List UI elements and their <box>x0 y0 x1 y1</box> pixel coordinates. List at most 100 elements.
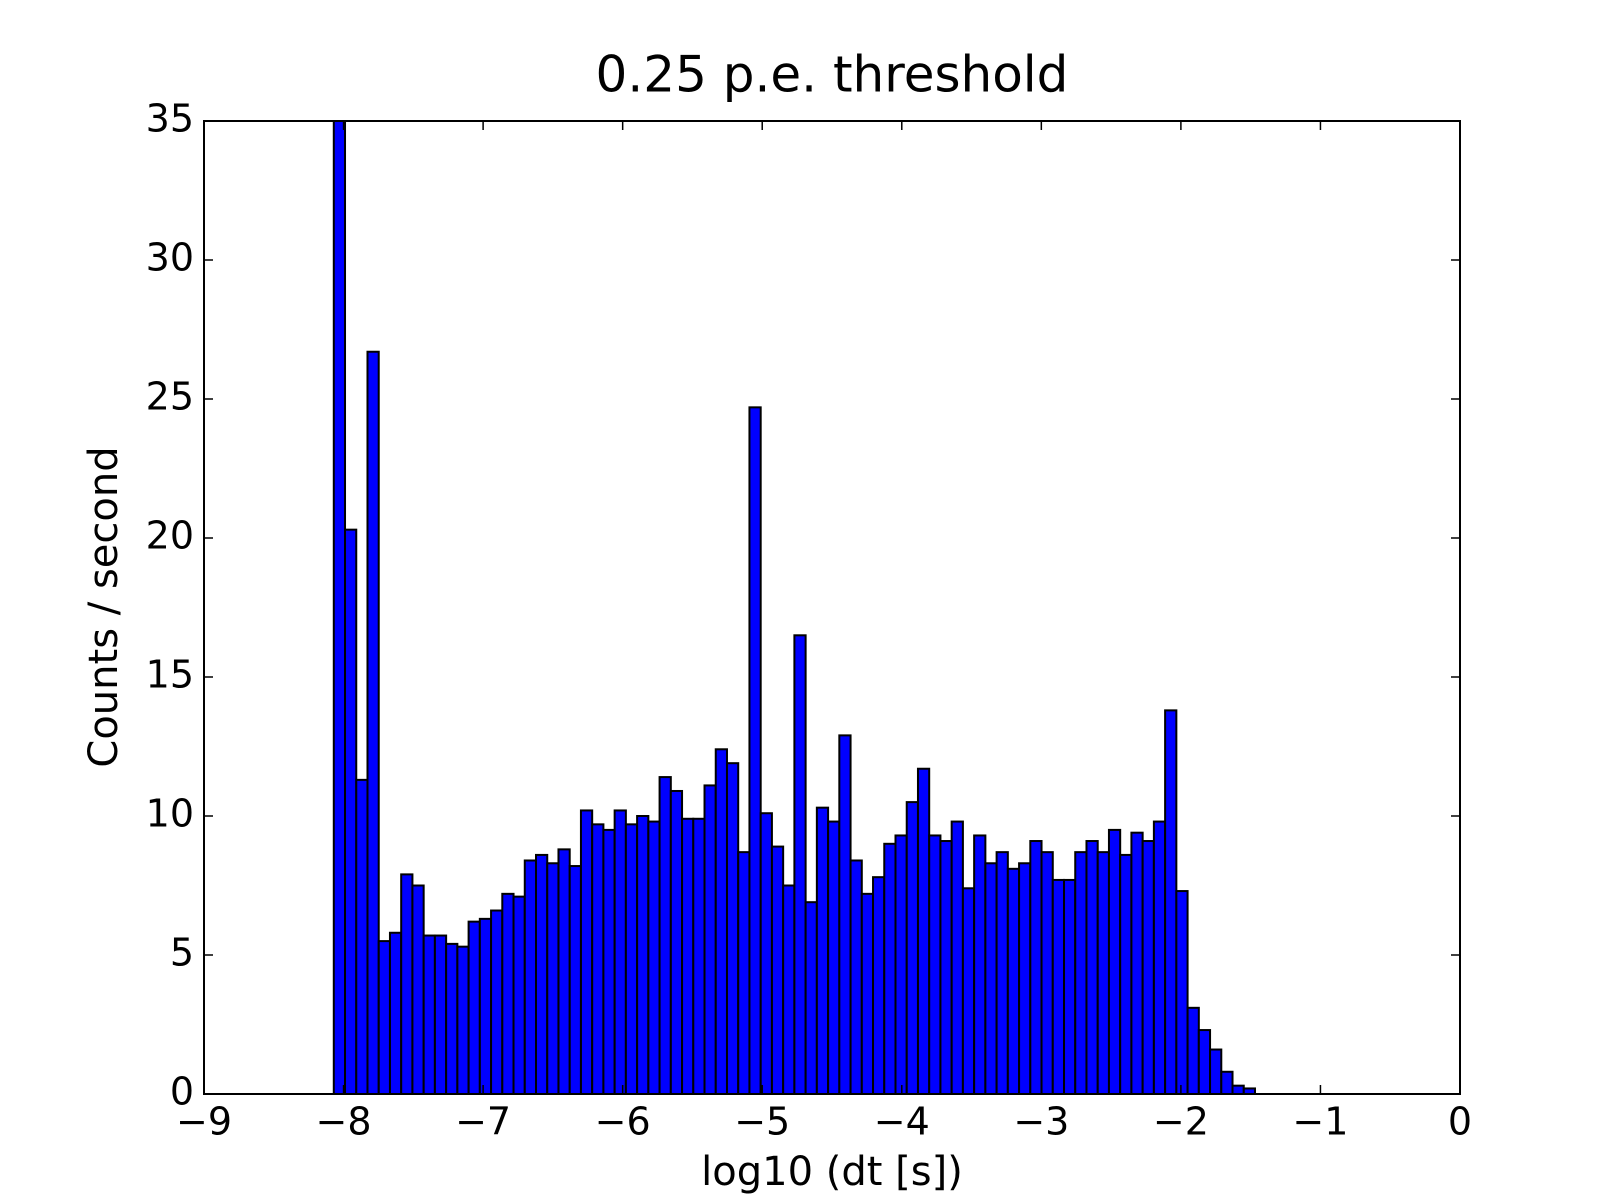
bar <box>467 920 481 1096</box>
bar <box>793 634 807 1095</box>
bar <box>501 892 515 1096</box>
y-tick-label: 35 <box>146 97 194 141</box>
bar <box>883 842 897 1095</box>
bar <box>579 809 594 1095</box>
y-tick-label: 25 <box>146 375 194 419</box>
bar <box>355 778 369 1095</box>
bar <box>1220 1070 1234 1096</box>
bar <box>546 862 560 1096</box>
bar <box>770 845 785 1096</box>
x-tick-label: −5 <box>734 1100 790 1144</box>
bar <box>928 834 942 1096</box>
bar <box>523 859 538 1095</box>
axes-frame <box>203 120 1461 1095</box>
bar <box>681 817 695 1096</box>
bar <box>624 823 639 1096</box>
chart-title: 0.25 p.e. threshold <box>596 46 1069 104</box>
bar <box>1152 820 1167 1095</box>
bar <box>1119 853 1133 1095</box>
x-tick-label: −1 <box>1292 1100 1348 1144</box>
bar <box>950 820 964 1095</box>
y-tick-label: 15 <box>146 653 194 697</box>
bar <box>872 876 886 1095</box>
bar <box>1186 1006 1200 1096</box>
bar <box>692 817 706 1096</box>
bar <box>804 901 818 1095</box>
bar <box>815 806 830 1095</box>
bar <box>613 809 627 1095</box>
y-tick-label: 0 <box>170 1070 194 1114</box>
bar <box>1029 840 1043 1096</box>
bar <box>1051 878 1066 1095</box>
bar <box>658 776 672 1096</box>
bar <box>1175 890 1189 1095</box>
bar <box>557 848 571 1095</box>
bar <box>478 917 493 1095</box>
bar <box>1130 831 1144 1095</box>
bar <box>827 820 841 1095</box>
bar <box>647 820 661 1095</box>
bar <box>737 851 751 1096</box>
bar <box>973 834 987 1096</box>
bar <box>1085 840 1099 1096</box>
bar <box>838 734 852 1095</box>
bar <box>535 853 549 1095</box>
bar <box>400 873 414 1095</box>
bar <box>1164 709 1178 1095</box>
y-axis-label: Counts / second <box>81 446 127 767</box>
bar <box>961 887 976 1096</box>
x-tick-label: −6 <box>595 1100 651 1144</box>
bar <box>602 828 616 1096</box>
bar <box>916 767 931 1095</box>
bar <box>1141 840 1155 1096</box>
bar <box>366 350 380 1095</box>
bar <box>1197 1029 1212 1096</box>
bar <box>1040 851 1054 1096</box>
bar <box>860 892 875 1096</box>
x-tick-label: −7 <box>455 1100 511 1144</box>
y-tick-label: 10 <box>146 792 194 836</box>
bar <box>894 834 908 1096</box>
x-tick-label: 0 <box>1448 1100 1472 1144</box>
bar <box>669 789 684 1095</box>
bar <box>714 748 728 1096</box>
bar <box>782 884 796 1095</box>
x-tick-label: −8 <box>316 1100 372 1144</box>
bar <box>636 815 650 1095</box>
x-tick-label: −3 <box>1013 1100 1069 1144</box>
bar <box>939 840 953 1096</box>
y-tick-label: 30 <box>146 236 194 280</box>
bar <box>905 801 919 1095</box>
bar <box>1018 862 1032 1096</box>
plot-area: −9 −8 −7 −6 −5 −4 −3 −2 −1 0 0 5 10 15 20 25 30 35 <box>146 97 1472 1144</box>
bar <box>1096 851 1110 1096</box>
bar <box>995 851 1009 1096</box>
x-tick-label: −4 <box>874 1100 930 1144</box>
bar <box>849 859 863 1095</box>
x-axis-label: log10 (dt [s]) <box>701 1149 963 1195</box>
bar <box>568 865 582 1095</box>
bar <box>490 909 504 1096</box>
bar <box>422 934 436 1095</box>
bar <box>411 884 425 1095</box>
bar <box>332 120 347 1095</box>
bar <box>1063 878 1077 1095</box>
bar <box>433 934 448 1095</box>
bar <box>725 762 740 1095</box>
bar <box>1209 1048 1223 1096</box>
bar <box>984 862 998 1096</box>
bar <box>1107 828 1122 1096</box>
bar <box>377 940 391 1095</box>
bar <box>344 528 358 1095</box>
bar <box>388 931 403 1096</box>
bar <box>759 812 773 1095</box>
bar <box>1006 867 1021 1095</box>
bar <box>591 823 605 1096</box>
bar <box>445 942 459 1095</box>
bar <box>1074 851 1088 1096</box>
x-tick-label: −2 <box>1153 1100 1209 1144</box>
y-tick-label: 20 <box>146 514 194 558</box>
x-tick-label: −9 <box>176 1100 232 1144</box>
